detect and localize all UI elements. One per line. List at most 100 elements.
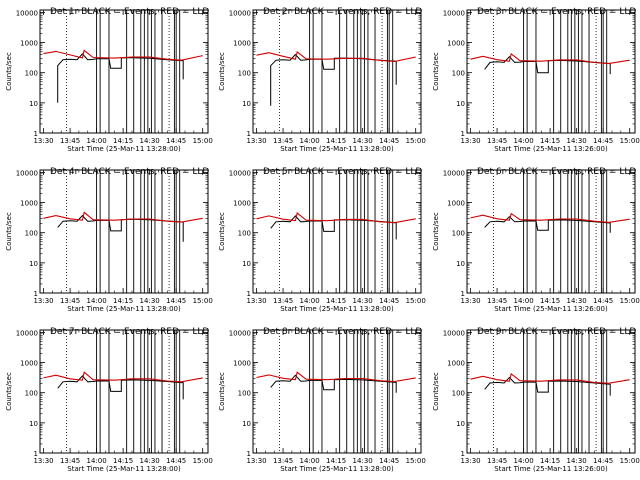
y-tick-label: 1000 — [20, 200, 38, 208]
y-axis-label: Counts/sec — [5, 52, 13, 91]
y-axis-label: Counts/sec — [432, 212, 440, 251]
y-tick-label: 10000 — [229, 9, 251, 17]
y-tick-label: 10 — [29, 420, 38, 428]
events-series-line — [57, 375, 184, 400]
x-axis-label: Start Time (25-Mar-11 13:28:00) — [67, 145, 181, 153]
y-tick-label: 10000 — [16, 329, 38, 337]
y-tick-label: 10 — [456, 420, 465, 428]
x-tick-label: 14:30 — [353, 137, 373, 145]
x-tick-label: 13:30 — [460, 137, 480, 145]
x-tick-label: 14:30 — [353, 457, 373, 465]
events-series-line — [270, 215, 397, 240]
chart-title: Det 1r BLACK = Events, RED = LLD — [50, 7, 209, 17]
lld-series-line — [256, 50, 416, 63]
lld-series-line — [470, 212, 630, 223]
events-series-line — [57, 53, 184, 103]
chart-title: Det 9r BLACK = Events, RED = LLD — [477, 327, 636, 337]
x-axis-label: Start Time (25-Mar-11 13:28:00) — [67, 305, 181, 313]
y-axis-label: Counts/sec — [5, 212, 13, 251]
detector-chart: Det 5r BLACK = Events, RED = LLD Counts/s… — [218, 167, 426, 313]
x-tick-label: 14:45 — [593, 457, 613, 465]
x-tick-label: 14:15 — [113, 137, 133, 145]
x-tick-label: 14:15 — [540, 137, 560, 145]
x-tick-label: 13:45 — [273, 457, 293, 465]
detector-chart: Det 7r BLACK = Events, RED = LLD Counts/s… — [5, 327, 213, 473]
x-tick-label: 14:45 — [166, 137, 186, 145]
x-axis-label: Start Time (25-Mar-11 13:26:00) — [494, 305, 608, 313]
chart-title: Det 4r BLACK = Events, RED = LLD — [50, 167, 209, 177]
y-tick-label: 1 — [461, 130, 465, 138]
y-tick-label: 100 — [25, 230, 38, 238]
detector-chart: Det 3r BLACK = Events, RED = LLD Counts/s… — [432, 7, 640, 153]
y-tick-label: 10000 — [229, 329, 251, 337]
x-tick-label: 15:00 — [406, 137, 426, 145]
x-tick-label: 14:15 — [540, 297, 560, 305]
detector-chart: Det 4r BLACK = Events, RED = LLD Counts/s… — [5, 167, 213, 313]
events-series-line — [484, 376, 611, 396]
y-tick-label: 1000 — [20, 40, 38, 48]
plot-frame — [466, 329, 636, 454]
chart-title: Det 7r BLACK = Events, RED = LLD — [50, 327, 209, 337]
y-axis-label: Counts/sec — [432, 52, 440, 91]
x-tick-label: 14:45 — [166, 297, 186, 305]
x-tick-label: 14:00 — [299, 137, 319, 145]
y-tick-label: 10 — [456, 100, 465, 108]
detector-chart: Det 6r BLACK = Events, RED = LLD Counts/s… — [432, 167, 640, 313]
lld-series-line — [43, 211, 203, 223]
x-tick-label: 14:00 — [86, 137, 106, 145]
x-tick-label: 14:30 — [567, 137, 587, 145]
y-tick-label: 1000 — [447, 360, 465, 368]
x-tick-label: 13:30 — [246, 297, 266, 305]
y-tick-label: 1 — [461, 290, 465, 298]
x-axis-label: Start Time (25-Mar-11 13:28:00) — [280, 305, 394, 313]
y-tick-label: 1 — [247, 290, 251, 298]
plot-frame — [252, 9, 422, 134]
x-tick-label: 14:00 — [299, 297, 319, 305]
x-tick-label: 15:00 — [193, 457, 213, 465]
lld-series-line — [256, 371, 416, 383]
x-tick-label: 13:45 — [273, 137, 293, 145]
y-tick-label: 100 — [238, 70, 251, 78]
x-axis-label: Start Time (25-Mar-11 13:28:00) — [280, 145, 394, 153]
y-tick-label: 1 — [34, 450, 38, 458]
plot-frame — [252, 169, 422, 294]
x-tick-label: 15:00 — [406, 297, 426, 305]
y-tick-label: 10000 — [443, 169, 465, 177]
y-axis-label: Counts/sec — [5, 372, 13, 411]
y-tick-label: 100 — [238, 390, 251, 398]
x-tick-label: 14:30 — [567, 457, 587, 465]
x-tick-label: 14:00 — [513, 297, 533, 305]
plot-frame — [39, 329, 209, 454]
x-tick-label: 13:30 — [33, 457, 53, 465]
y-tick-label: 100 — [238, 230, 251, 238]
x-tick-label: 14:45 — [593, 137, 613, 145]
x-axis-label: Start Time (25-Mar-11 13:26:00) — [494, 465, 608, 473]
y-tick-label: 10 — [242, 260, 251, 268]
chart-title: Det 3r BLACK = Events, RED = LLD — [477, 7, 636, 17]
x-tick-label: 14:00 — [86, 297, 106, 305]
events-series-line — [270, 53, 397, 106]
plot-frame — [252, 329, 422, 454]
x-tick-label: 13:30 — [460, 457, 480, 465]
x-tick-label: 14:45 — [379, 137, 399, 145]
plot-frame — [39, 9, 209, 134]
x-tick-label: 13:30 — [246, 457, 266, 465]
y-tick-label: 10 — [242, 420, 251, 428]
y-tick-label: 10 — [29, 100, 38, 108]
lld-series-line — [43, 371, 203, 383]
y-tick-label: 10 — [456, 260, 465, 268]
detector-chart: Det 1r BLACK = Events, RED = LLD Counts/s… — [5, 7, 213, 153]
x-tick-label: 13:30 — [460, 297, 480, 305]
y-axis-label: Counts/sec — [218, 212, 226, 251]
x-tick-label: 15:00 — [193, 297, 213, 305]
x-axis-label: Start Time (25-Mar-11 13:28:00) — [67, 465, 181, 473]
plot-frame — [466, 9, 636, 134]
x-tick-label: 14:30 — [567, 297, 587, 305]
x-tick-label: 13:45 — [60, 457, 80, 465]
y-tick-label: 1 — [247, 130, 251, 138]
y-tick-label: 100 — [452, 230, 465, 238]
chart-title: Det 2r BLACK = Events, RED = LLD — [263, 7, 422, 17]
y-tick-label: 100 — [25, 390, 38, 398]
x-tick-label: 14:45 — [166, 457, 186, 465]
